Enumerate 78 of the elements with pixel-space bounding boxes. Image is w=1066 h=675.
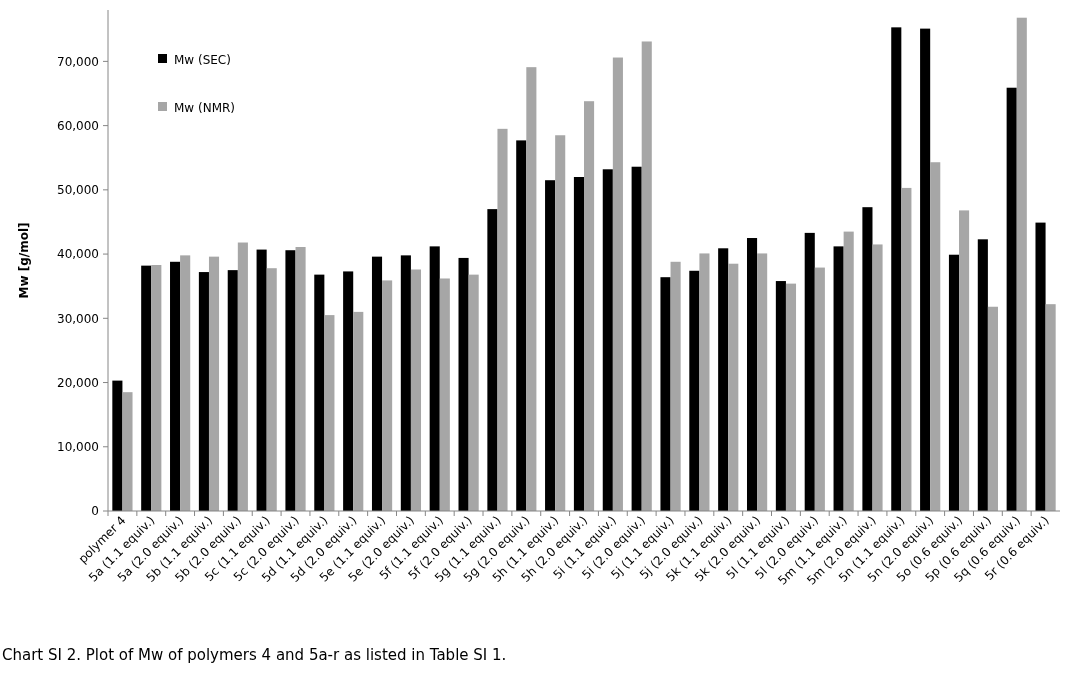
y-tick-label: 60,000 (57, 118, 99, 133)
bar (439, 278, 450, 511)
bar (891, 27, 902, 511)
bar (382, 280, 393, 511)
bar (862, 207, 873, 511)
bar (728, 263, 739, 511)
bar (170, 261, 181, 511)
bar (237, 242, 248, 511)
bar (930, 162, 941, 511)
bar (641, 41, 652, 511)
y-tick-label: 40,000 (57, 247, 99, 262)
bar (371, 256, 383, 511)
bar (353, 311, 364, 511)
bar (699, 253, 710, 511)
bar (343, 271, 354, 511)
y-tick-label: 50,000 (57, 183, 99, 198)
bar (670, 261, 681, 511)
bar (612, 57, 623, 511)
bar (901, 187, 912, 511)
bar (718, 248, 729, 511)
legend-label: Mw (SEC) (174, 52, 231, 67)
bar (141, 265, 152, 511)
y-tick-label: 20,000 (57, 375, 99, 390)
y-tick-label: 0 (91, 504, 99, 519)
bar (775, 281, 786, 511)
bar (180, 255, 191, 511)
bar (602, 169, 613, 511)
bar (400, 255, 411, 511)
bar (804, 232, 815, 511)
bar (295, 247, 306, 511)
y-tick-label: 70,000 (57, 54, 99, 69)
y-tick-label: 10,000 (57, 439, 99, 454)
bar (151, 265, 162, 511)
bar (429, 246, 440, 511)
bar (757, 253, 768, 511)
bar (814, 267, 825, 511)
text: Chart SI 2. Plot of Mw of polymers 4 and 5a-r as listed in Table SI 1. (2, 646, 507, 664)
bar (458, 257, 469, 511)
bar (977, 239, 988, 511)
bar (545, 180, 556, 511)
bar (1035, 222, 1046, 511)
bar (468, 274, 479, 511)
bar (526, 67, 537, 511)
bar (746, 238, 758, 511)
bar (785, 283, 797, 511)
bar (920, 28, 931, 511)
bar (833, 246, 844, 511)
bar (1016, 17, 1027, 511)
bar (959, 210, 970, 511)
y-axis-title: Mw [g/mol] (17, 222, 31, 299)
bar (227, 270, 238, 511)
legend-label: Mw (NMR) (174, 100, 236, 115)
bar (843, 231, 854, 511)
bar (410, 269, 422, 511)
bar (948, 254, 960, 511)
y-tick-label: 30,000 (57, 311, 99, 326)
bar (584, 101, 595, 511)
bar (555, 135, 566, 511)
bar (631, 166, 642, 511)
bar (1006, 87, 1017, 511)
bar (266, 268, 277, 511)
bar (660, 277, 671, 511)
bar (285, 250, 296, 511)
bar (208, 256, 220, 511)
bar (1045, 304, 1056, 511)
bar (497, 128, 508, 511)
bar (256, 249, 267, 511)
bar (324, 315, 335, 511)
bar (314, 274, 325, 511)
bar (487, 209, 498, 511)
bar (198, 272, 209, 511)
bar (872, 244, 883, 511)
bar (122, 392, 133, 511)
bar (573, 177, 584, 511)
bar (689, 270, 700, 511)
bar (987, 306, 998, 511)
bar (112, 380, 123, 511)
bar (516, 140, 527, 511)
